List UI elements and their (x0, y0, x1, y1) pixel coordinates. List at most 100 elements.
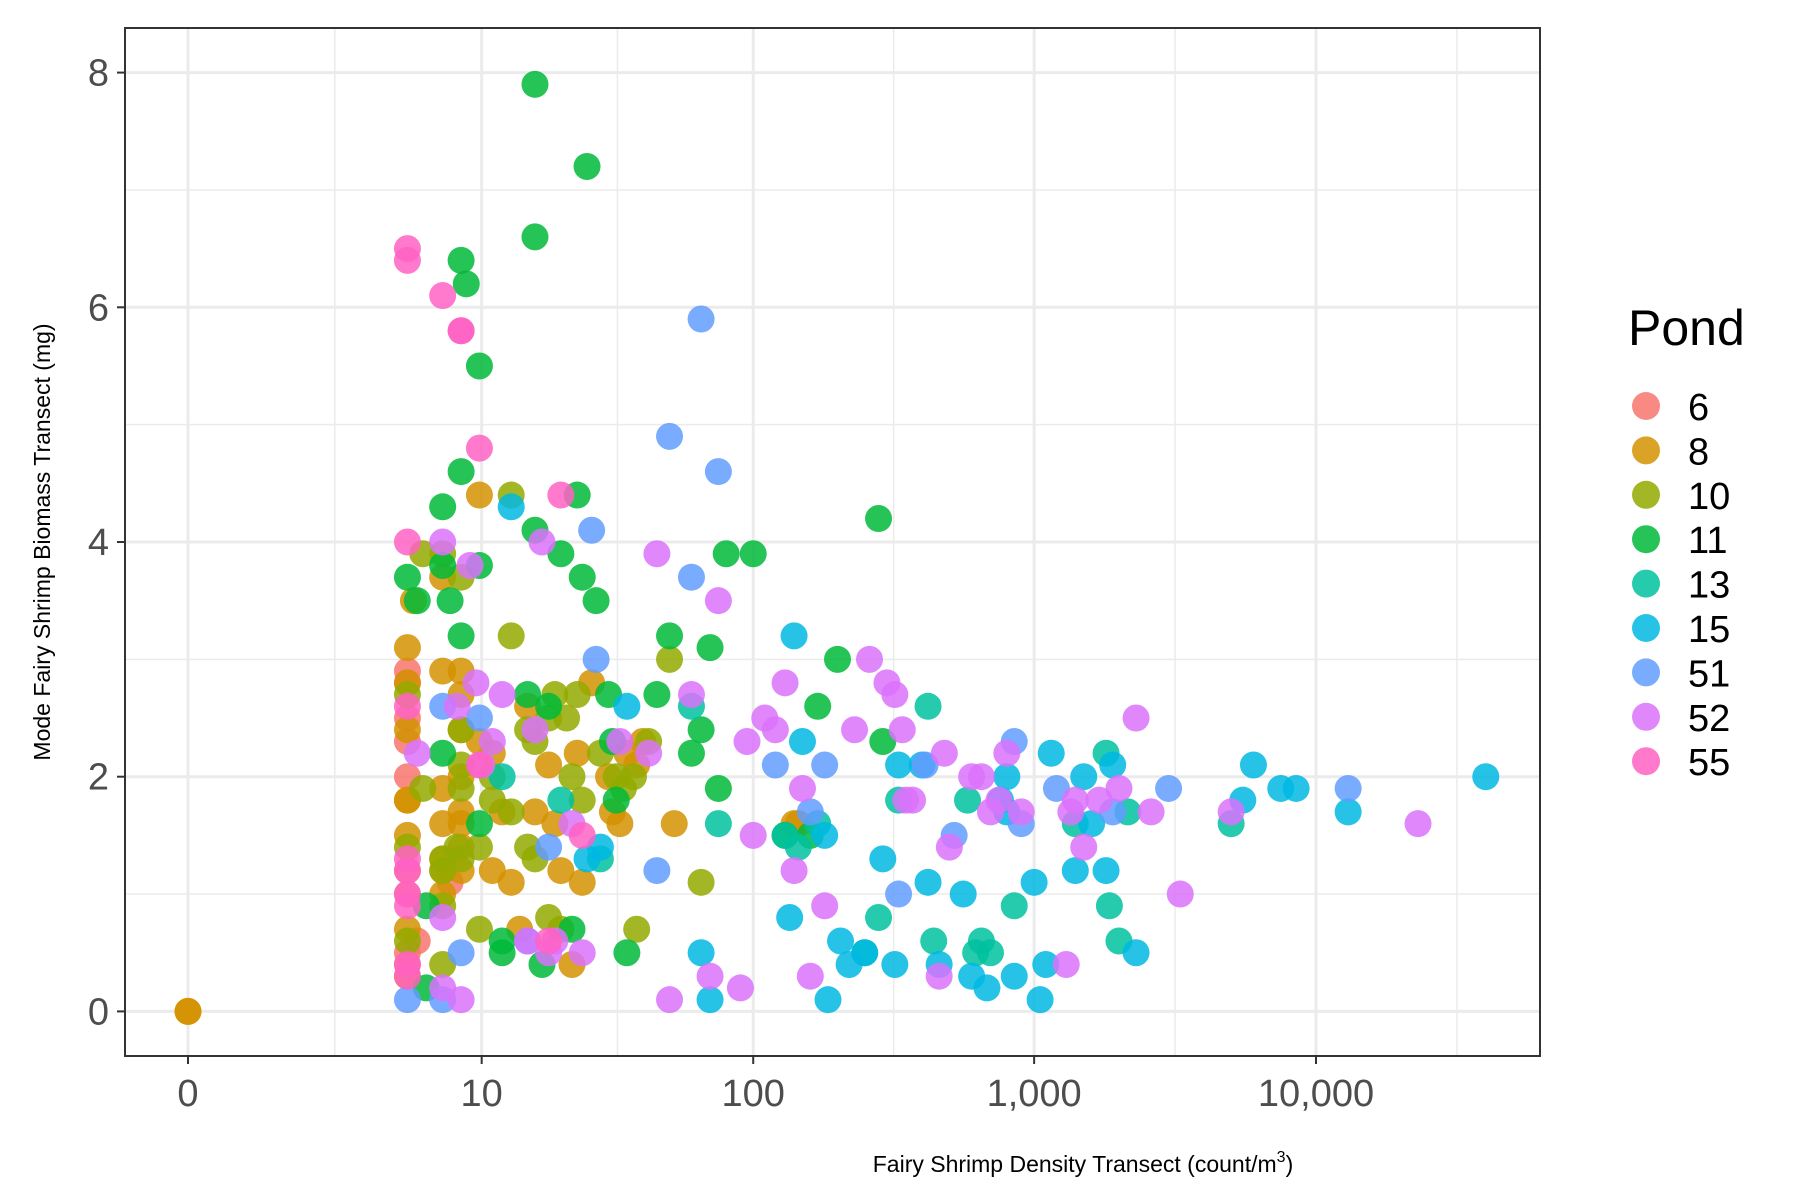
data-point (780, 622, 808, 650)
data-point (976, 939, 1004, 967)
data-point (623, 915, 651, 943)
x-axis: 0 10 100 1,000 10,000 (177, 1056, 1374, 1115)
data-point (993, 763, 1021, 791)
data-point (784, 833, 812, 861)
data-point (497, 798, 525, 826)
data-point (643, 681, 671, 709)
y-tick-label: 8 (88, 53, 109, 95)
data-point (1155, 774, 1183, 802)
data-point (687, 868, 715, 896)
data-point (429, 551, 457, 579)
data-point (1052, 950, 1080, 978)
legend-label: 10 (1688, 476, 1730, 518)
data-point (514, 681, 542, 709)
data-point (1026, 986, 1054, 1014)
data-point (696, 634, 724, 662)
data-point (582, 645, 610, 673)
data-point (547, 857, 575, 885)
data-point (1007, 798, 1035, 826)
x-tick-label: 10,000 (1258, 1073, 1374, 1115)
data-point (447, 622, 475, 650)
data-point (1334, 774, 1362, 802)
series-55 (393, 235, 596, 990)
data-point (547, 786, 575, 814)
data-point (393, 857, 421, 885)
data-point (914, 692, 942, 720)
data-point (696, 986, 724, 1014)
data-point (465, 481, 493, 509)
data-point (547, 481, 575, 509)
legend-key (1632, 747, 1660, 776)
data-point (925, 962, 953, 990)
data-point (656, 645, 684, 673)
data-point (973, 974, 1001, 1002)
data-point (452, 270, 480, 298)
data-point (447, 458, 475, 486)
data-point (1105, 774, 1133, 802)
legend-key (1632, 525, 1660, 554)
legend-label: 13 (1688, 565, 1730, 607)
data-point (687, 939, 715, 967)
data-point (899, 786, 927, 814)
data-point (660, 810, 688, 838)
data-point (811, 821, 839, 849)
data-point (1334, 798, 1362, 826)
data-point (993, 739, 1021, 767)
data-point (447, 246, 475, 274)
data-point (780, 857, 808, 885)
legend-label: 52 (1688, 698, 1730, 740)
data-point (881, 950, 909, 978)
data-point (573, 152, 601, 180)
data-point (521, 223, 549, 251)
data-point (788, 774, 816, 802)
data-point (967, 763, 995, 791)
data-point (443, 692, 471, 720)
data-point (1061, 857, 1089, 885)
data-point (811, 892, 839, 920)
data-point (888, 716, 916, 744)
legend-title: Pond (1628, 300, 1745, 356)
data-point (796, 798, 824, 826)
y-axis-title: Mode Fairy Shrimp Biomass Transect (mg) (29, 323, 55, 760)
data-point (429, 493, 457, 521)
legend-key (1632, 569, 1660, 598)
data-point (1217, 798, 1245, 826)
data-point (1137, 798, 1165, 826)
data-point (704, 458, 732, 486)
x-axis-title: Fairy Shrimp Density Transect (count/m3) (873, 1149, 1293, 1177)
data-point (403, 739, 431, 767)
data-point (535, 833, 563, 861)
data-point (447, 939, 475, 967)
legend-label: 55 (1688, 742, 1730, 784)
data-point (403, 587, 431, 615)
data-point (521, 716, 549, 744)
legend-label: 6 (1688, 387, 1709, 429)
data-point (465, 352, 493, 380)
data-point (497, 493, 525, 521)
data-point (568, 563, 596, 591)
data-point (827, 927, 855, 955)
data-point (1020, 868, 1048, 896)
data-point (949, 880, 977, 908)
data-point (881, 681, 909, 709)
data-point (393, 563, 421, 591)
data-point (643, 540, 671, 568)
data-point (935, 833, 963, 861)
data-point (656, 622, 684, 650)
data-point (1000, 962, 1028, 990)
data-point (393, 634, 421, 662)
legend-key (1632, 702, 1660, 731)
data-point (465, 704, 493, 732)
data-point (953, 786, 981, 814)
data-point (613, 939, 641, 967)
data-point (568, 821, 596, 849)
data-point (429, 282, 457, 310)
data-point (393, 927, 421, 955)
data-point (619, 763, 647, 791)
data-point (1070, 833, 1098, 861)
data-point (811, 751, 839, 779)
data-point (733, 727, 761, 755)
data-point (447, 317, 475, 345)
